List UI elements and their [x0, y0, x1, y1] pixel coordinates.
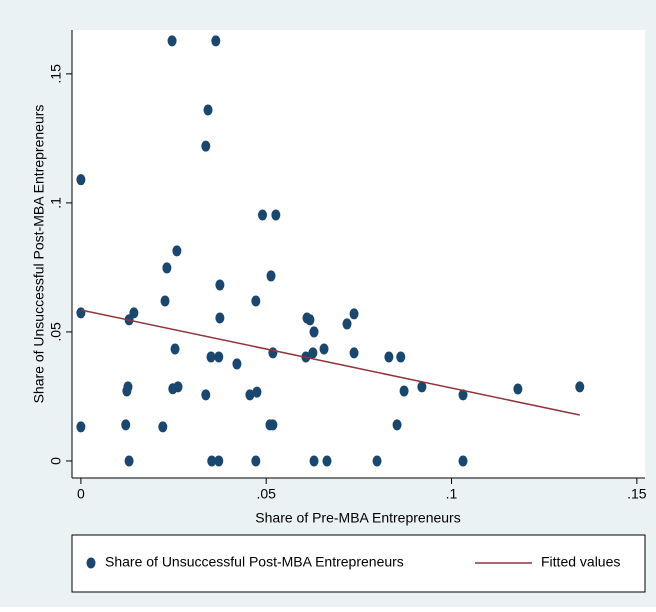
- point: [268, 419, 278, 431]
- point: [201, 389, 211, 401]
- point: [206, 351, 216, 363]
- point: [268, 347, 278, 359]
- point: [349, 308, 359, 320]
- point: [251, 455, 261, 467]
- x-tick-label: .15: [627, 486, 647, 502]
- fitted-line: [80, 309, 580, 416]
- point: [232, 358, 242, 370]
- y-axis-label: Share of Unsuccessful Post-MBA Entrepren…: [31, 105, 47, 404]
- point: [258, 209, 268, 221]
- point: [160, 295, 170, 307]
- point: [384, 351, 394, 363]
- point: [392, 419, 402, 431]
- point: [168, 383, 178, 395]
- point: [76, 421, 86, 433]
- point: [167, 35, 177, 47]
- legend-label: Fitted values: [541, 554, 620, 570]
- point: [349, 347, 359, 359]
- y-tick-label: .15: [48, 64, 64, 84]
- point: [207, 455, 217, 467]
- point: [399, 385, 409, 397]
- y-tick-label: 0: [48, 457, 64, 465]
- point: [308, 347, 318, 359]
- legend-marker: [86, 557, 96, 569]
- x-tick-label: .1: [446, 486, 458, 502]
- point: [417, 381, 427, 393]
- point: [319, 343, 329, 355]
- point: [201, 140, 211, 152]
- y-tick-label: .05: [48, 322, 64, 342]
- point: [458, 455, 468, 467]
- point: [396, 351, 406, 363]
- point: [203, 104, 213, 116]
- legend-label: Share of Unsuccessful Post-MBA Entrepren…: [105, 554, 404, 570]
- point: [215, 279, 225, 291]
- point: [575, 381, 585, 393]
- x-axis-label: Share of Pre-MBA Entrepreneurs: [255, 510, 460, 526]
- y-tick-label: .1: [48, 197, 64, 209]
- point: [214, 455, 224, 467]
- point: [372, 455, 382, 467]
- point: [211, 35, 221, 47]
- point: [458, 389, 468, 401]
- point: [172, 245, 182, 257]
- point: [76, 174, 86, 186]
- point: [322, 455, 332, 467]
- point: [122, 385, 132, 397]
- plot-area: [72, 30, 645, 478]
- point: [309, 455, 319, 467]
- point: [266, 270, 276, 282]
- point: [309, 326, 319, 338]
- point: [121, 419, 131, 431]
- point: [342, 318, 352, 330]
- point: [305, 314, 315, 326]
- point: [124, 455, 134, 467]
- point: [245, 389, 255, 401]
- point: [252, 386, 262, 398]
- x-tick-label: .05: [256, 486, 276, 502]
- x-tick-label: 0: [77, 486, 85, 502]
- point: [162, 262, 172, 274]
- point: [251, 295, 261, 307]
- point: [158, 421, 168, 433]
- point: [214, 351, 224, 363]
- point: [76, 307, 86, 319]
- point: [170, 343, 180, 355]
- point: [513, 383, 523, 395]
- point: [271, 209, 281, 221]
- legend: [71, 534, 646, 593]
- point: [215, 312, 225, 324]
